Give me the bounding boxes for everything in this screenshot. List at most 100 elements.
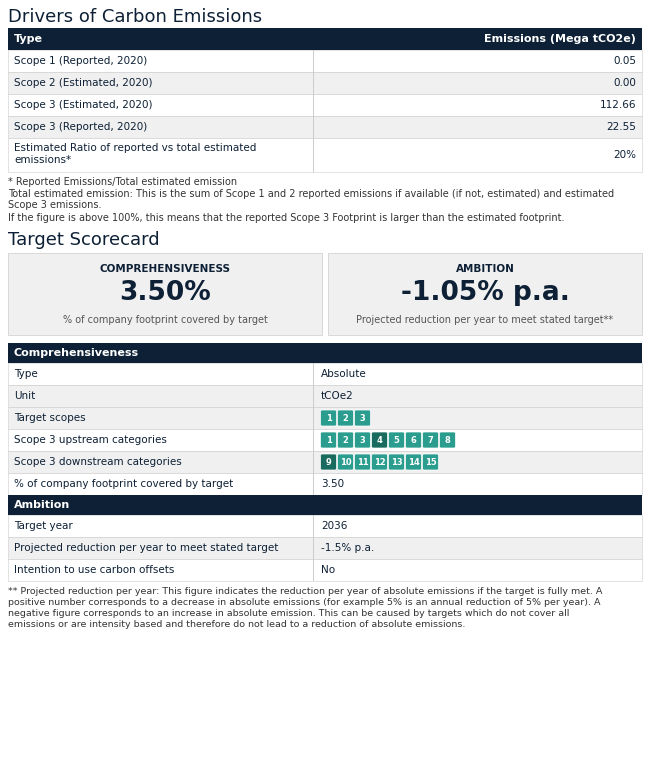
Text: Scope 3 emissions.: Scope 3 emissions. xyxy=(8,200,101,210)
Text: * Reported Emissions/Total estimated emission: * Reported Emissions/Total estimated emi… xyxy=(8,177,237,187)
Text: Comprehensiveness: Comprehensiveness xyxy=(14,348,139,358)
Bar xyxy=(313,50,314,72)
Bar xyxy=(8,363,642,385)
Bar xyxy=(8,94,642,116)
Bar xyxy=(8,495,642,515)
Text: 8: 8 xyxy=(445,436,450,444)
Text: ** Projected reduction per year: This figure indicates the reduction per year of: ** Projected reduction per year: This fi… xyxy=(8,587,603,596)
Text: Type: Type xyxy=(14,34,43,44)
Bar xyxy=(8,72,642,94)
Text: Target Scorecard: Target Scorecard xyxy=(8,231,160,249)
Text: COMPREHENSIVENESS: COMPREHENSIVENESS xyxy=(99,264,231,274)
FancyBboxPatch shape xyxy=(320,410,337,426)
FancyBboxPatch shape xyxy=(337,432,354,448)
Bar xyxy=(313,537,314,559)
Text: Emissions (Mega tCO2e): Emissions (Mega tCO2e) xyxy=(484,34,636,44)
Bar xyxy=(8,451,642,473)
Text: Estimated Ratio of reported vs total estimated: Estimated Ratio of reported vs total est… xyxy=(14,143,256,153)
Text: 112.66: 112.66 xyxy=(599,100,636,110)
FancyBboxPatch shape xyxy=(320,454,337,470)
Bar xyxy=(313,385,314,407)
Text: AMBITION: AMBITION xyxy=(456,264,514,274)
FancyBboxPatch shape xyxy=(422,432,439,448)
FancyBboxPatch shape xyxy=(389,454,404,470)
Text: No: No xyxy=(321,565,335,575)
Text: 3.50: 3.50 xyxy=(321,479,344,489)
Text: emissions*: emissions* xyxy=(14,155,71,165)
FancyBboxPatch shape xyxy=(389,432,404,448)
Text: 7: 7 xyxy=(428,436,434,444)
Bar xyxy=(313,473,314,495)
Bar xyxy=(8,559,642,581)
Text: 14: 14 xyxy=(408,457,419,467)
Text: Ambition: Ambition xyxy=(14,500,70,510)
Text: Scope 3 downstream categories: Scope 3 downstream categories xyxy=(14,457,182,467)
Text: Absolute: Absolute xyxy=(321,369,367,379)
Bar xyxy=(8,138,642,172)
Text: negative figure corresponds to an increase in absolute emission. This can be cau: negative figure corresponds to an increa… xyxy=(8,609,569,618)
Text: 11: 11 xyxy=(357,457,369,467)
Text: 12: 12 xyxy=(374,457,385,467)
Bar xyxy=(8,537,642,559)
Bar xyxy=(8,407,642,429)
Bar xyxy=(313,451,314,473)
Bar xyxy=(328,253,642,335)
Text: Scope 3 (Estimated, 2020): Scope 3 (Estimated, 2020) xyxy=(14,100,153,110)
FancyBboxPatch shape xyxy=(337,454,354,470)
Text: Scope 1 (Reported, 2020): Scope 1 (Reported, 2020) xyxy=(14,56,148,66)
Text: 0.05: 0.05 xyxy=(613,56,636,66)
Bar xyxy=(313,138,314,172)
Bar xyxy=(8,429,642,451)
Text: 1: 1 xyxy=(326,436,332,444)
FancyBboxPatch shape xyxy=(354,410,370,426)
Text: 2: 2 xyxy=(343,436,348,444)
Text: tCOe2: tCOe2 xyxy=(321,391,354,401)
Text: Total estimated emission: This is the sum of Scope 1 and 2 reported emissions if: Total estimated emission: This is the su… xyxy=(8,189,614,199)
FancyBboxPatch shape xyxy=(354,454,370,470)
Bar xyxy=(8,473,642,495)
Text: 2036: 2036 xyxy=(321,521,347,531)
Bar xyxy=(8,515,642,537)
Bar xyxy=(313,72,314,94)
Text: 2: 2 xyxy=(343,413,348,422)
Text: Projected reduction per year to meet stated target: Projected reduction per year to meet sta… xyxy=(14,543,278,553)
Bar xyxy=(8,28,642,50)
Bar xyxy=(313,407,314,429)
Text: Scope 3 (Reported, 2020): Scope 3 (Reported, 2020) xyxy=(14,122,148,132)
Text: 10: 10 xyxy=(340,457,351,467)
FancyBboxPatch shape xyxy=(406,432,421,448)
Bar xyxy=(8,253,322,335)
Text: 3.50%: 3.50% xyxy=(119,280,211,306)
FancyBboxPatch shape xyxy=(337,410,354,426)
Bar xyxy=(8,385,642,407)
Bar xyxy=(8,343,642,363)
FancyBboxPatch shape xyxy=(354,432,370,448)
Text: positive number corresponds to a decrease in absolute emissions (for example 5% : positive number corresponds to a decreas… xyxy=(8,598,601,607)
Text: Target scopes: Target scopes xyxy=(14,413,86,423)
Text: Drivers of Carbon Emissions: Drivers of Carbon Emissions xyxy=(8,8,262,26)
Text: 0.00: 0.00 xyxy=(613,78,636,88)
FancyBboxPatch shape xyxy=(422,454,439,470)
Text: Target year: Target year xyxy=(14,521,73,531)
FancyBboxPatch shape xyxy=(406,454,421,470)
Bar xyxy=(313,94,314,116)
Text: 20%: 20% xyxy=(613,150,636,160)
Text: Unit: Unit xyxy=(14,391,35,401)
Text: 4: 4 xyxy=(376,436,382,444)
Text: 13: 13 xyxy=(391,457,402,467)
Bar xyxy=(313,429,314,451)
Text: 15: 15 xyxy=(424,457,436,467)
Text: -1.05% p.a.: -1.05% p.a. xyxy=(400,280,569,306)
FancyBboxPatch shape xyxy=(372,454,387,470)
Text: If the figure is above 100%, this means that the reported Scope 3 Footprint is l: If the figure is above 100%, this means … xyxy=(8,213,564,223)
Text: % of company footprint covered by target: % of company footprint covered by target xyxy=(14,479,233,489)
Bar xyxy=(8,116,642,138)
Bar xyxy=(313,559,314,581)
Text: 5: 5 xyxy=(393,436,400,444)
FancyBboxPatch shape xyxy=(320,432,337,448)
Text: -1.5% p.a.: -1.5% p.a. xyxy=(321,543,374,553)
Text: 22.55: 22.55 xyxy=(606,122,636,132)
Text: emissions or are intensity based and therefore do not lead to a reduction of abs: emissions or are intensity based and the… xyxy=(8,620,465,629)
Text: 3: 3 xyxy=(359,436,365,444)
Text: Scope 2 (Estimated, 2020): Scope 2 (Estimated, 2020) xyxy=(14,78,153,88)
